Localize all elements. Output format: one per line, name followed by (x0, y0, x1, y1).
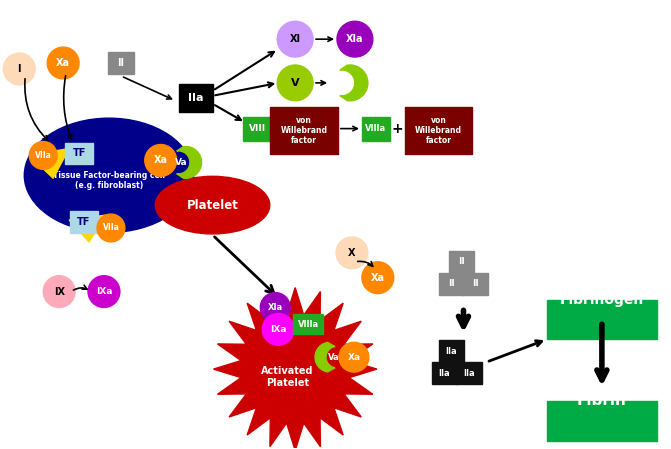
Bar (293, 314, 323, 335)
Text: IX: IX (54, 286, 64, 297)
Text: Activated
Platelet: Activated Platelet (261, 366, 313, 388)
Polygon shape (213, 288, 377, 449)
Bar (547, 299, 657, 339)
Text: IIa: IIa (439, 369, 450, 378)
Ellipse shape (24, 118, 194, 233)
Circle shape (337, 21, 373, 57)
Text: IIa: IIa (446, 347, 458, 356)
Text: IIa: IIa (464, 369, 475, 378)
Ellipse shape (155, 176, 270, 234)
Text: Va: Va (328, 352, 340, 362)
Text: I: I (17, 64, 21, 74)
Text: von
Willebrand
factor: von Willebrand factor (415, 116, 462, 145)
Bar (547, 401, 657, 440)
Text: II: II (472, 279, 479, 288)
Bar (439, 340, 464, 362)
Bar (70, 211, 98, 233)
Polygon shape (340, 65, 368, 101)
Text: von
Willebrand
factor: von Willebrand factor (280, 116, 327, 145)
Text: VIIa: VIIa (103, 224, 119, 233)
Text: II: II (458, 257, 465, 266)
Text: Platelet: Platelet (187, 198, 238, 211)
Text: +: + (392, 122, 403, 136)
Text: Xa: Xa (348, 352, 360, 362)
Text: TF: TF (72, 149, 86, 158)
Circle shape (30, 141, 57, 169)
Bar (108, 52, 134, 74)
Text: VIIIa: VIIIa (365, 124, 386, 133)
Circle shape (277, 21, 313, 57)
Text: TF: TF (77, 217, 91, 227)
Text: IXa: IXa (96, 287, 112, 296)
Bar (439, 273, 464, 295)
Bar (462, 273, 488, 295)
Circle shape (262, 313, 294, 345)
Circle shape (339, 342, 369, 372)
Circle shape (336, 237, 368, 269)
Bar (362, 117, 390, 141)
Text: Xa: Xa (154, 155, 168, 165)
Text: VIIIa: VIIIa (297, 320, 319, 329)
Text: V: V (291, 78, 299, 88)
Text: II: II (117, 58, 124, 68)
Text: IXa: IXa (270, 325, 287, 334)
Polygon shape (69, 215, 106, 242)
Text: Xa: Xa (371, 273, 385, 283)
Text: XIa: XIa (346, 34, 364, 44)
Text: II: II (448, 279, 455, 288)
Bar (178, 84, 213, 112)
Text: Va: Va (175, 158, 188, 167)
Polygon shape (176, 146, 201, 178)
Circle shape (260, 293, 290, 322)
Circle shape (277, 65, 313, 101)
Circle shape (88, 276, 120, 308)
Text: Tissue Factor-bearing cell
(e.g. fibroblast): Tissue Factor-bearing cell (e.g. fibrobl… (53, 171, 165, 190)
Bar (448, 251, 474, 273)
Circle shape (97, 214, 125, 242)
Bar (431, 362, 458, 384)
Circle shape (362, 262, 394, 294)
Circle shape (145, 145, 176, 176)
Text: VIII: VIII (249, 124, 266, 133)
Bar (244, 117, 271, 141)
Circle shape (43, 276, 75, 308)
Text: VIIa: VIIa (35, 151, 52, 160)
Circle shape (47, 47, 79, 79)
Text: IIa: IIa (188, 93, 203, 103)
Circle shape (3, 53, 36, 85)
Text: Xa: Xa (56, 58, 70, 68)
Bar (65, 142, 93, 164)
Polygon shape (315, 343, 335, 372)
Text: Fibrinogen: Fibrinogen (560, 293, 644, 307)
Text: X: X (348, 248, 356, 258)
Bar (270, 107, 338, 154)
Text: Va: Va (339, 79, 352, 88)
Text: XI: XI (290, 34, 301, 44)
Text: XIa: XIa (268, 303, 282, 312)
Text: Fibrin: Fibrin (577, 393, 627, 409)
Polygon shape (30, 149, 69, 178)
Bar (456, 362, 482, 384)
Bar (405, 107, 472, 154)
